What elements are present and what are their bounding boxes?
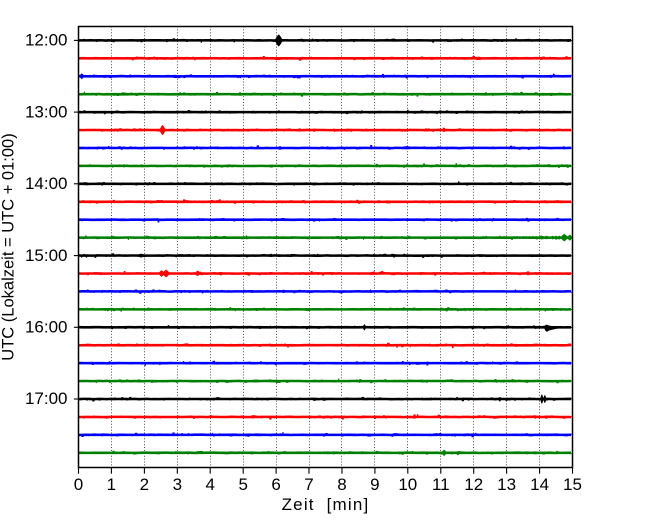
svg-text:15: 15 bbox=[563, 475, 582, 494]
svg-text:13: 13 bbox=[497, 475, 516, 494]
svg-text:4: 4 bbox=[205, 475, 214, 494]
svg-text:14: 14 bbox=[530, 475, 549, 494]
svg-text:8: 8 bbox=[337, 475, 346, 494]
svg-text:UTC (Lokalzeit = UTC + 01:00): UTC (Lokalzeit = UTC + 01:00) bbox=[0, 133, 18, 360]
svg-text:Zeit [min]: Zeit [min] bbox=[282, 495, 370, 514]
svg-text:12: 12 bbox=[464, 475, 483, 494]
svg-text:13:00: 13:00 bbox=[25, 102, 68, 121]
svg-text:5: 5 bbox=[238, 475, 247, 494]
svg-text:0: 0 bbox=[74, 475, 83, 494]
svg-text:14:00: 14:00 bbox=[25, 174, 68, 193]
svg-text:12:00: 12:00 bbox=[25, 31, 68, 50]
svg-text:6: 6 bbox=[271, 475, 280, 494]
svg-text:1: 1 bbox=[107, 475, 116, 494]
svg-text:17:00: 17:00 bbox=[25, 389, 68, 408]
svg-text:16:00: 16:00 bbox=[25, 318, 68, 337]
svg-text:15:00: 15:00 bbox=[25, 246, 68, 265]
svg-text:10: 10 bbox=[398, 475, 417, 494]
svg-text:9: 9 bbox=[370, 475, 379, 494]
svg-text:3: 3 bbox=[173, 475, 182, 494]
svg-text:11: 11 bbox=[432, 475, 450, 494]
svg-text:2: 2 bbox=[140, 475, 149, 494]
svg-text:7: 7 bbox=[304, 475, 313, 494]
